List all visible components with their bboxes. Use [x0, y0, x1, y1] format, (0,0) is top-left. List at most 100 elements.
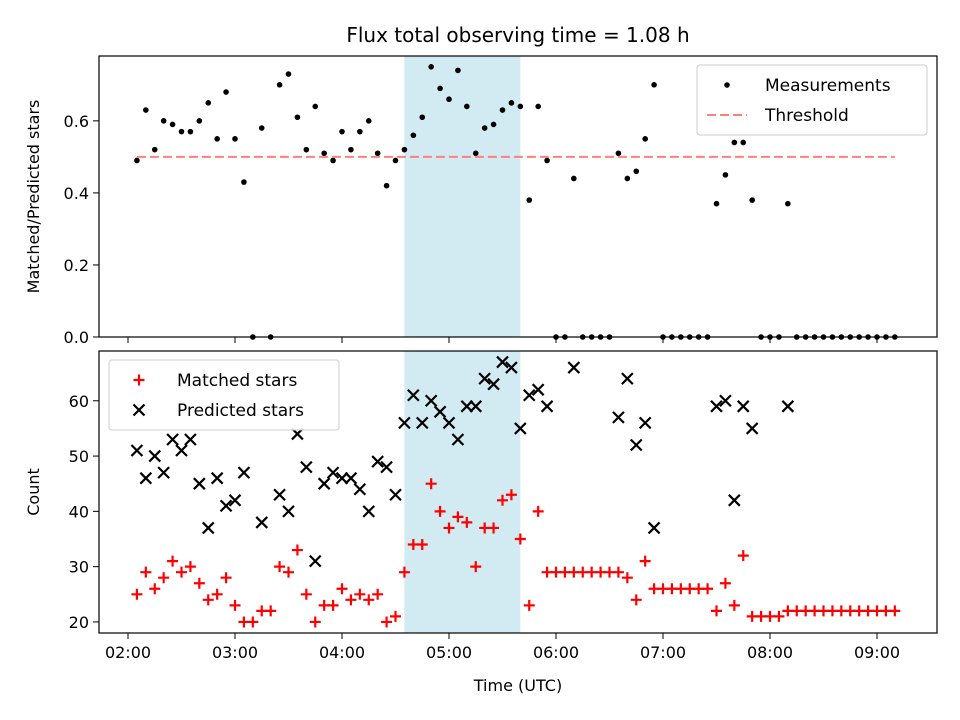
data-point: [178, 128, 185, 135]
data-point: [312, 103, 319, 110]
data-point: [713, 200, 720, 207]
data-point: [642, 136, 648, 142]
data-point: [321, 150, 327, 157]
data-point: [461, 516, 473, 528]
data-point: [737, 550, 749, 562]
data-point: [517, 103, 524, 110]
data-point: [130, 444, 144, 457]
data-point: [291, 544, 303, 556]
data-point: [193, 577, 205, 589]
data-point: [134, 157, 140, 164]
data-point: [148, 449, 162, 463]
data-point: [629, 438, 643, 452]
data-point: [276, 82, 283, 88]
data-point: [294, 114, 301, 121]
data-point: [336, 583, 348, 595]
ratio-panel: 0.0 0.2 0.4 0.6 Matched/Predicted stars Measu…: [24, 55, 938, 347]
data-point: [374, 150, 381, 157]
data-point: [740, 139, 747, 146]
legend-label: Matched stars: [177, 371, 297, 391]
y-tick-label: 60: [69, 392, 89, 411]
data-point: [167, 555, 179, 567]
legend-box: [108, 359, 340, 431]
data-point: [531, 383, 545, 396]
data-point: [283, 566, 294, 578]
data-point: [612, 566, 624, 578]
data-point: [184, 561, 196, 573]
data-point: [710, 400, 723, 413]
data-point: [372, 588, 384, 600]
data-point: [571, 175, 577, 182]
legend-label: Threshold: [764, 106, 849, 126]
data-point: [499, 107, 506, 113]
data-point: [508, 100, 515, 106]
legend: Matched stars Predicted stars: [108, 359, 340, 431]
data-point: [187, 128, 194, 135]
data-point: [344, 471, 358, 485]
data-point: [464, 103, 470, 110]
data-point: [158, 572, 170, 584]
legend-marker-x: [132, 403, 146, 417]
data-point: [612, 411, 625, 424]
data-point: [371, 455, 384, 468]
data-point: [443, 522, 455, 534]
x-tick-label: 05:00: [426, 643, 472, 662]
data-point: [131, 588, 143, 600]
data-point: [773, 610, 785, 622]
data-point: [425, 478, 437, 490]
data-point: [282, 505, 295, 518]
y-tick-label: 40: [69, 502, 89, 521]
data-point: [455, 67, 461, 74]
data-point: [300, 588, 312, 600]
count-panel: 02:00 03:00 04:00 05:00 06:00 07:00 08:00 09:00…: [24, 350, 938, 662]
data-point: [540, 400, 554, 413]
y-tick-label: 30: [69, 558, 89, 577]
x-tick-label: 03:00: [212, 643, 258, 662]
x-axis-label: Time (UTC): [473, 676, 562, 695]
data-point: [460, 400, 474, 413]
data-point: [184, 433, 197, 446]
data-point: [339, 128, 345, 135]
data-point: [308, 554, 322, 568]
data-point: [398, 566, 410, 578]
data-point: [157, 466, 170, 479]
data-point: [241, 179, 247, 185]
data-point: [416, 539, 428, 551]
data-point: [149, 583, 161, 595]
data-point: [749, 197, 755, 203]
data-point: [469, 400, 483, 413]
x-tick-label: 02:00: [105, 643, 151, 662]
data-point: [345, 594, 357, 606]
data-point: [390, 610, 401, 622]
data-point: [722, 172, 729, 178]
data-point: [176, 566, 187, 578]
data-point: [745, 422, 759, 435]
data-point: [362, 505, 376, 518]
data-point: [309, 616, 321, 628]
data-point: [274, 561, 286, 573]
data-point: [255, 516, 269, 529]
legend-marker-plus: [133, 374, 145, 386]
data-point: [497, 494, 508, 506]
data-point: [220, 572, 232, 584]
data-point: [535, 103, 541, 110]
chart-title: Flux total observing time = 1.08 h: [346, 23, 689, 47]
data-point: [470, 561, 482, 573]
data-point: [624, 175, 631, 182]
data-point: [211, 588, 223, 600]
data-point: [237, 466, 251, 479]
data-point: [273, 488, 286, 502]
data-point: [638, 416, 652, 430]
series-predicted-stars: [130, 355, 795, 568]
data-point: [785, 200, 791, 207]
data-point: [219, 499, 233, 513]
data-point: [258, 125, 265, 131]
data-point: [327, 599, 339, 611]
data-point: [639, 555, 651, 567]
data-point: [139, 471, 153, 485]
data-point: [478, 372, 491, 385]
data-point: [544, 157, 550, 164]
data-point: [621, 372, 634, 385]
axes-frame: [98, 350, 938, 634]
data-point: [736, 400, 750, 413]
